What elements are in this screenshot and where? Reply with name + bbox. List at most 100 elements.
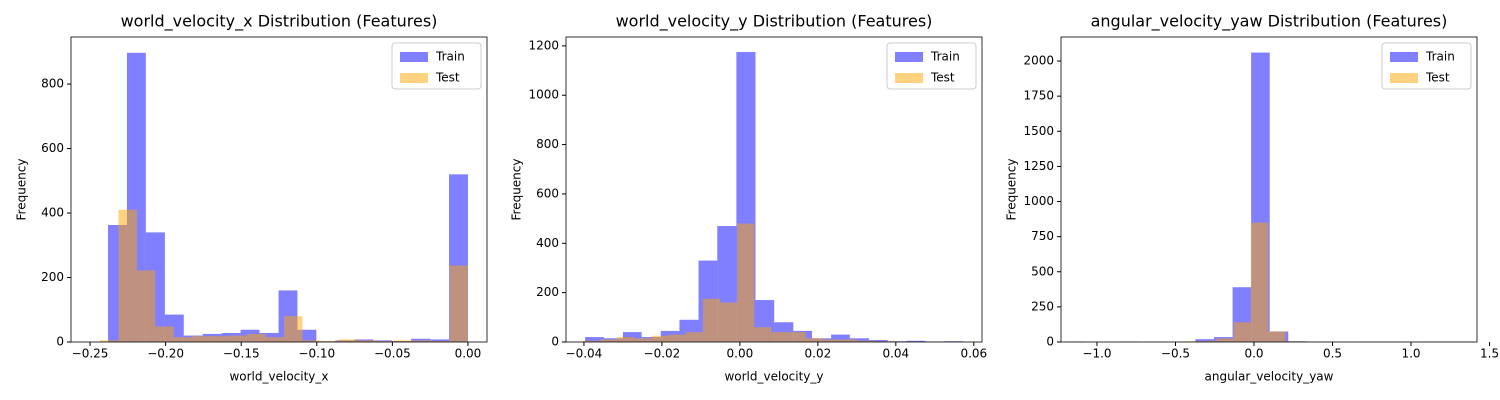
chart-title: angular_velocity_yaw Distribution (Featu… xyxy=(1091,12,1448,32)
y-tick-label: 200 xyxy=(41,270,64,284)
histogram-bar xyxy=(1233,322,1251,342)
y-tick-label: 600 xyxy=(536,186,559,200)
histogram-bar xyxy=(449,265,468,342)
histogram-bar xyxy=(375,341,395,342)
x-tick-label: −0.5 xyxy=(1161,347,1190,361)
x-tick-label: 0.06 xyxy=(960,347,987,361)
y-tick-label: 800 xyxy=(536,137,559,151)
legend-label: Test xyxy=(1425,71,1450,85)
histogram-bar xyxy=(155,326,174,342)
histogram-bar xyxy=(173,337,193,342)
subplot: −0.25 −0.20 −0.15 −0.10 −0.05 0.00 0 200 400 600 8… xyxy=(15,12,488,384)
legend-label: Test xyxy=(435,71,460,85)
legend-swatch xyxy=(400,52,428,62)
histogram-bar xyxy=(668,334,686,342)
y-tick-label: 400 xyxy=(536,236,559,250)
histogram-bar xyxy=(1268,331,1286,342)
x-tick-label: 0.00 xyxy=(727,347,754,361)
histogram-bar xyxy=(868,340,888,342)
histogram-bar xyxy=(720,302,738,342)
x-tick-label: −0.20 xyxy=(147,347,184,361)
histogram-bar xyxy=(582,340,600,342)
histogram-bar xyxy=(585,337,604,342)
y-tick-label: 400 xyxy=(41,206,64,220)
y-tick-label: 0 xyxy=(1046,335,1054,349)
chart-title: world_velocity_x Distribution (Features) xyxy=(121,12,438,32)
x-tick-label: 0.04 xyxy=(882,347,909,361)
histogram-bar xyxy=(136,270,156,342)
y-tick-label: 2000 xyxy=(1023,54,1054,68)
x-axis-label: world_velocity_x xyxy=(229,370,328,384)
subplot: −1.0 −0.5 0.0 0.5 1.0 1.5 0 250 500 750 1000 1250 15… xyxy=(1005,12,1500,384)
legend-swatch xyxy=(1390,73,1418,83)
x-tick-label: −1.0 xyxy=(1082,347,1111,361)
histogram-bar xyxy=(840,339,858,342)
histogram-bar xyxy=(599,339,618,342)
legend-label: Train xyxy=(1425,50,1455,64)
x-tick-label: −0.10 xyxy=(298,347,335,361)
axes-frame xyxy=(565,36,983,343)
histogram-bar xyxy=(394,340,413,342)
x-tick-label: −0.05 xyxy=(374,347,411,361)
histogram-bar xyxy=(831,334,850,342)
y-axis-label: Frequency xyxy=(15,159,29,221)
histogram-bar xyxy=(1250,222,1269,342)
histogram-bar xyxy=(100,340,119,342)
y-tick-label: 1200 xyxy=(528,38,559,52)
y-tick-label: 500 xyxy=(1031,264,1054,278)
legend-label: Test xyxy=(930,71,955,85)
x-tick-label: −0.04 xyxy=(566,347,603,361)
y-tick-label: 200 xyxy=(536,285,559,299)
y-tick-label: 1000 xyxy=(1023,194,1054,208)
histogram-bar xyxy=(822,339,841,342)
y-axis-label: Frequency xyxy=(1005,159,1019,221)
histogram-bar xyxy=(617,337,635,342)
histogram-bar xyxy=(283,316,303,342)
y-axis-label: Frequency xyxy=(510,159,524,221)
legend-label: Train xyxy=(435,50,465,64)
histogram-bar xyxy=(702,298,721,342)
histogram-bar xyxy=(849,338,869,342)
y-tick-label: 1500 xyxy=(1023,124,1054,138)
histogram-bar xyxy=(737,223,755,342)
x-axis-label: angular_velocity_yaw xyxy=(1205,370,1334,384)
y-tick-label: 250 xyxy=(1031,299,1054,313)
histogram-bar xyxy=(431,341,450,342)
y-tick-label: 800 xyxy=(41,77,64,91)
x-tick-label: 0.5 xyxy=(1323,347,1342,361)
histogram-bar xyxy=(857,340,875,342)
y-tick-label: 0 xyxy=(551,335,559,349)
subplot: −0.04 −0.02 0.00 0.02 0.04 0.06 0 200 400 600 800 1… xyxy=(510,12,988,384)
histogram-bar xyxy=(430,339,450,342)
histogram-bar xyxy=(339,339,358,342)
legend-swatch xyxy=(895,52,923,62)
histogram-bar xyxy=(906,340,926,342)
legend-swatch xyxy=(1390,52,1418,62)
x-tick-label: 0.00 xyxy=(455,347,482,361)
histogram-bar xyxy=(357,340,376,342)
x-tick-label: 0.0 xyxy=(1244,347,1263,361)
y-tick-label: 1000 xyxy=(528,88,559,102)
histogram-bar xyxy=(651,335,669,342)
x-axis-label: world_velocity_y xyxy=(724,370,823,384)
y-tick-label: 1250 xyxy=(1023,159,1054,173)
histogram-bar xyxy=(1216,338,1234,342)
x-tick-label: −0.02 xyxy=(644,347,681,361)
histogram-bar xyxy=(302,340,321,342)
histogram-bar xyxy=(634,338,652,342)
y-tick-label: 0 xyxy=(56,335,64,349)
histogram-bar xyxy=(412,340,432,342)
x-tick-label: −0.15 xyxy=(223,347,260,361)
y-tick-label: 1750 xyxy=(1023,89,1054,103)
x-tick-label: 0.02 xyxy=(805,347,832,361)
histogram-bar xyxy=(118,209,137,342)
histogram-bar xyxy=(192,336,211,342)
legend-label: Train xyxy=(930,50,960,64)
histogram-bar xyxy=(754,327,772,342)
y-tick-label: 750 xyxy=(1031,229,1054,243)
histogram-bar xyxy=(771,332,789,342)
histogram-bar xyxy=(685,332,703,342)
legend-swatch xyxy=(400,73,428,83)
histogram-bar xyxy=(1195,339,1215,342)
